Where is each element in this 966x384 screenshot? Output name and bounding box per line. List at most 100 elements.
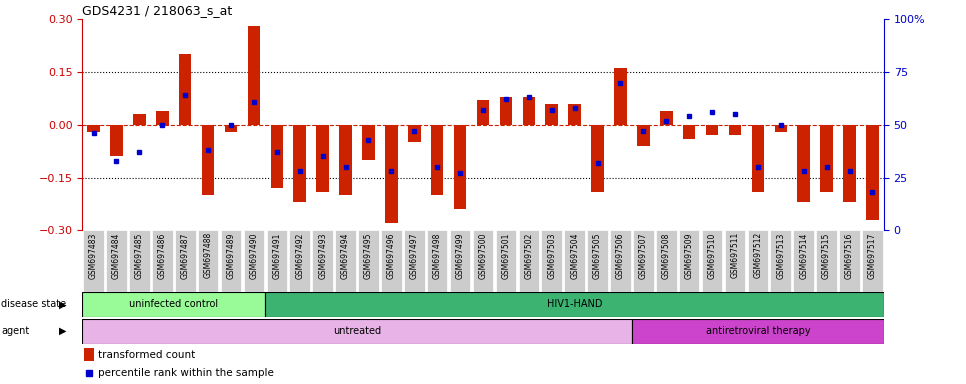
Text: GSM697508: GSM697508 xyxy=(662,232,670,279)
Bar xyxy=(614,68,627,125)
Bar xyxy=(867,125,879,220)
Text: disease state: disease state xyxy=(1,299,66,310)
Text: agent: agent xyxy=(1,326,29,336)
FancyBboxPatch shape xyxy=(106,230,127,292)
FancyBboxPatch shape xyxy=(839,230,860,292)
Bar xyxy=(110,125,123,157)
Bar xyxy=(385,125,398,223)
FancyBboxPatch shape xyxy=(220,230,242,292)
FancyBboxPatch shape xyxy=(175,230,195,292)
Bar xyxy=(775,125,787,132)
Text: GSM697510: GSM697510 xyxy=(707,232,717,279)
Bar xyxy=(247,26,260,125)
Text: GSM697491: GSM697491 xyxy=(272,232,281,279)
Text: GSM697506: GSM697506 xyxy=(616,232,625,279)
FancyBboxPatch shape xyxy=(427,230,447,292)
Bar xyxy=(87,125,99,132)
Bar xyxy=(546,104,558,125)
Text: GSM697485: GSM697485 xyxy=(135,232,144,279)
FancyBboxPatch shape xyxy=(496,230,516,292)
FancyBboxPatch shape xyxy=(656,230,676,292)
Text: GSM697502: GSM697502 xyxy=(525,232,533,279)
Bar xyxy=(752,125,764,192)
Bar xyxy=(225,125,238,132)
FancyBboxPatch shape xyxy=(701,230,723,292)
Text: GSM697504: GSM697504 xyxy=(570,232,580,279)
Text: GSM697500: GSM697500 xyxy=(478,232,488,279)
FancyBboxPatch shape xyxy=(450,230,470,292)
FancyBboxPatch shape xyxy=(198,230,218,292)
Text: GSM697488: GSM697488 xyxy=(204,232,213,278)
Bar xyxy=(706,125,719,136)
FancyBboxPatch shape xyxy=(587,230,608,292)
FancyBboxPatch shape xyxy=(312,230,333,292)
FancyBboxPatch shape xyxy=(152,230,173,292)
Bar xyxy=(179,55,191,125)
FancyBboxPatch shape xyxy=(519,230,539,292)
FancyBboxPatch shape xyxy=(83,230,104,292)
Bar xyxy=(270,125,283,188)
Text: GSM697487: GSM697487 xyxy=(181,232,189,279)
Bar xyxy=(523,97,535,125)
Bar xyxy=(591,125,604,192)
FancyBboxPatch shape xyxy=(611,230,631,292)
Text: GSM697509: GSM697509 xyxy=(685,232,694,279)
Text: antiretroviral therapy: antiretroviral therapy xyxy=(705,326,810,336)
Text: GSM697493: GSM697493 xyxy=(318,232,327,279)
Text: GSM697494: GSM697494 xyxy=(341,232,350,279)
FancyBboxPatch shape xyxy=(793,230,814,292)
FancyBboxPatch shape xyxy=(404,230,425,292)
Bar xyxy=(637,125,650,146)
FancyBboxPatch shape xyxy=(564,230,585,292)
Bar xyxy=(294,125,306,202)
Text: GSM697513: GSM697513 xyxy=(777,232,785,279)
FancyBboxPatch shape xyxy=(541,230,562,292)
Bar xyxy=(156,111,169,125)
Bar xyxy=(362,125,375,160)
FancyBboxPatch shape xyxy=(862,230,883,292)
Text: transformed count: transformed count xyxy=(98,350,195,360)
Bar xyxy=(797,125,810,202)
Text: ▶: ▶ xyxy=(59,326,67,336)
Bar xyxy=(728,125,741,136)
Text: GSM697484: GSM697484 xyxy=(112,232,121,279)
Text: GDS4231 / 218063_s_at: GDS4231 / 218063_s_at xyxy=(82,3,233,17)
Text: GSM697499: GSM697499 xyxy=(456,232,465,279)
Text: GSM697495: GSM697495 xyxy=(364,232,373,279)
Text: untreated: untreated xyxy=(333,326,381,336)
Bar xyxy=(568,104,581,125)
Bar xyxy=(820,125,833,192)
FancyBboxPatch shape xyxy=(243,230,265,292)
Bar xyxy=(476,100,490,125)
Bar xyxy=(454,125,467,209)
FancyBboxPatch shape xyxy=(679,230,699,292)
Bar xyxy=(266,292,884,317)
Bar xyxy=(339,125,352,195)
Bar xyxy=(632,319,884,344)
Text: percentile rank within the sample: percentile rank within the sample xyxy=(98,367,273,377)
FancyBboxPatch shape xyxy=(472,230,494,292)
Bar xyxy=(408,125,420,142)
Text: GSM697505: GSM697505 xyxy=(593,232,602,279)
Text: GSM697512: GSM697512 xyxy=(753,232,762,278)
FancyBboxPatch shape xyxy=(816,230,837,292)
Bar xyxy=(660,111,672,125)
Bar xyxy=(84,348,94,361)
Text: GSM697483: GSM697483 xyxy=(89,232,99,279)
Bar xyxy=(133,114,146,125)
Text: GSM697486: GSM697486 xyxy=(157,232,167,279)
Text: GSM697515: GSM697515 xyxy=(822,232,831,279)
Text: GSM697497: GSM697497 xyxy=(410,232,419,279)
Text: ▶: ▶ xyxy=(59,299,67,310)
Bar xyxy=(316,125,329,192)
Text: GSM697507: GSM697507 xyxy=(639,232,648,279)
FancyBboxPatch shape xyxy=(129,230,150,292)
FancyBboxPatch shape xyxy=(771,230,791,292)
Text: HIV1-HAND: HIV1-HAND xyxy=(547,299,603,310)
Bar xyxy=(683,125,696,139)
Text: GSM697516: GSM697516 xyxy=(845,232,854,279)
FancyBboxPatch shape xyxy=(724,230,746,292)
FancyBboxPatch shape xyxy=(358,230,379,292)
Text: GSM697517: GSM697517 xyxy=(867,232,877,279)
FancyBboxPatch shape xyxy=(290,230,310,292)
